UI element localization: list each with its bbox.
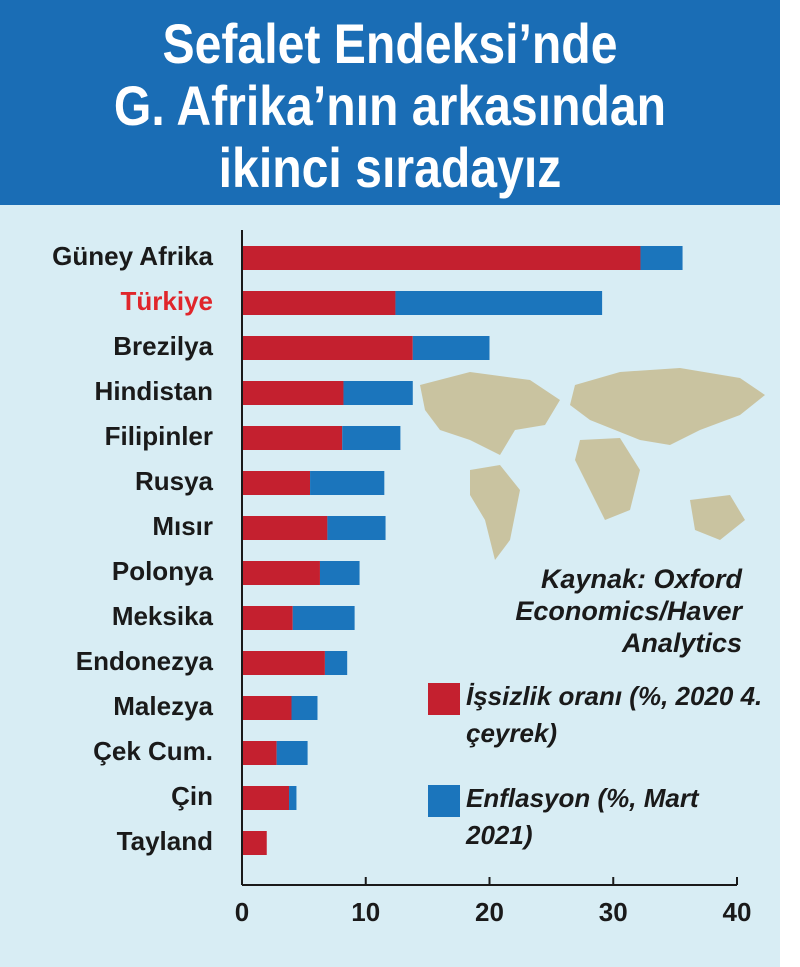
bar-segment: [412, 336, 490, 360]
bar-segment: [292, 606, 355, 630]
bar-segment: [276, 741, 308, 765]
bar-segment: [343, 381, 413, 405]
legend-swatch: [428, 785, 460, 817]
bar-segment: [242, 291, 396, 315]
bar-segment: [242, 336, 413, 360]
bar-segment: [291, 696, 318, 720]
x-tick-label: 40: [723, 897, 752, 927]
legend-swatch: [428, 683, 460, 715]
bar-segment: [242, 606, 293, 630]
bar-segment: [242, 696, 292, 720]
bar-segment: [289, 786, 297, 810]
y-tick-label: Malezya: [113, 691, 213, 721]
bar-segment: [324, 651, 348, 675]
bar-segment: [310, 471, 385, 495]
y-tick-label: Güney Afrika: [52, 241, 213, 271]
bar-segment: [242, 381, 344, 405]
x-tick-label: 30: [599, 897, 628, 927]
legend-label: İşsizlik oranı (%, 2020 4. çeyrek): [466, 681, 763, 748]
bar-segment: [242, 651, 325, 675]
bar-segment: [242, 741, 277, 765]
y-tick-label: Hindistan: [95, 376, 213, 406]
title-line: G. Afrika’nın arkasından: [113, 74, 667, 137]
x-tick-label: 0: [235, 897, 249, 927]
chart: Güney Afrika Türkiye Brezilya Hindistan Fili…: [52, 230, 765, 927]
x-tick-label: 20: [475, 897, 504, 927]
bar-segment: [640, 246, 683, 270]
x-tick-label: 10: [351, 897, 380, 927]
y-tick-label: Rusya: [135, 466, 214, 496]
y-tick-label: Mısır: [152, 511, 213, 541]
y-tick-label: Brezilya: [113, 331, 213, 361]
bar-segment: [242, 516, 328, 540]
y-tick-label: Endonezya: [76, 646, 214, 676]
title-line: ikinci sıradayız: [218, 136, 562, 199]
y-tick-label: Çin: [171, 781, 213, 811]
bar-segment: [342, 426, 401, 450]
y-tick-label: Türkiye: [121, 286, 214, 316]
source: Kaynak: Oxford Economics/Haver Analytics: [515, 564, 742, 658]
bar-segment: [242, 471, 311, 495]
title-line: Sefalet Endeksi’nde: [162, 12, 618, 75]
bar-segment: [242, 561, 320, 585]
bar-segment: [327, 516, 386, 540]
bar-segment: [319, 561, 360, 585]
y-tick-label: Tayland: [117, 826, 213, 856]
bar-segment: [242, 831, 267, 855]
bar-segment: [242, 786, 290, 810]
bar-segment: [395, 291, 603, 315]
bar-segment: [242, 426, 343, 450]
world-map: [420, 368, 765, 560]
bar-segment: [242, 246, 641, 270]
y-tick-label: Meksika: [112, 601, 214, 631]
y-tick-label: Çek Cum.: [93, 736, 213, 766]
header: Sefalet Endeksi’nde G. Afrika’nın arkası…: [0, 0, 780, 205]
y-tick-label: Filipinler: [105, 421, 213, 451]
panel: [0, 205, 780, 967]
y-tick-label: Polonya: [112, 556, 214, 586]
legend-label: Enflasyon (%, Mart 2021): [466, 783, 699, 850]
